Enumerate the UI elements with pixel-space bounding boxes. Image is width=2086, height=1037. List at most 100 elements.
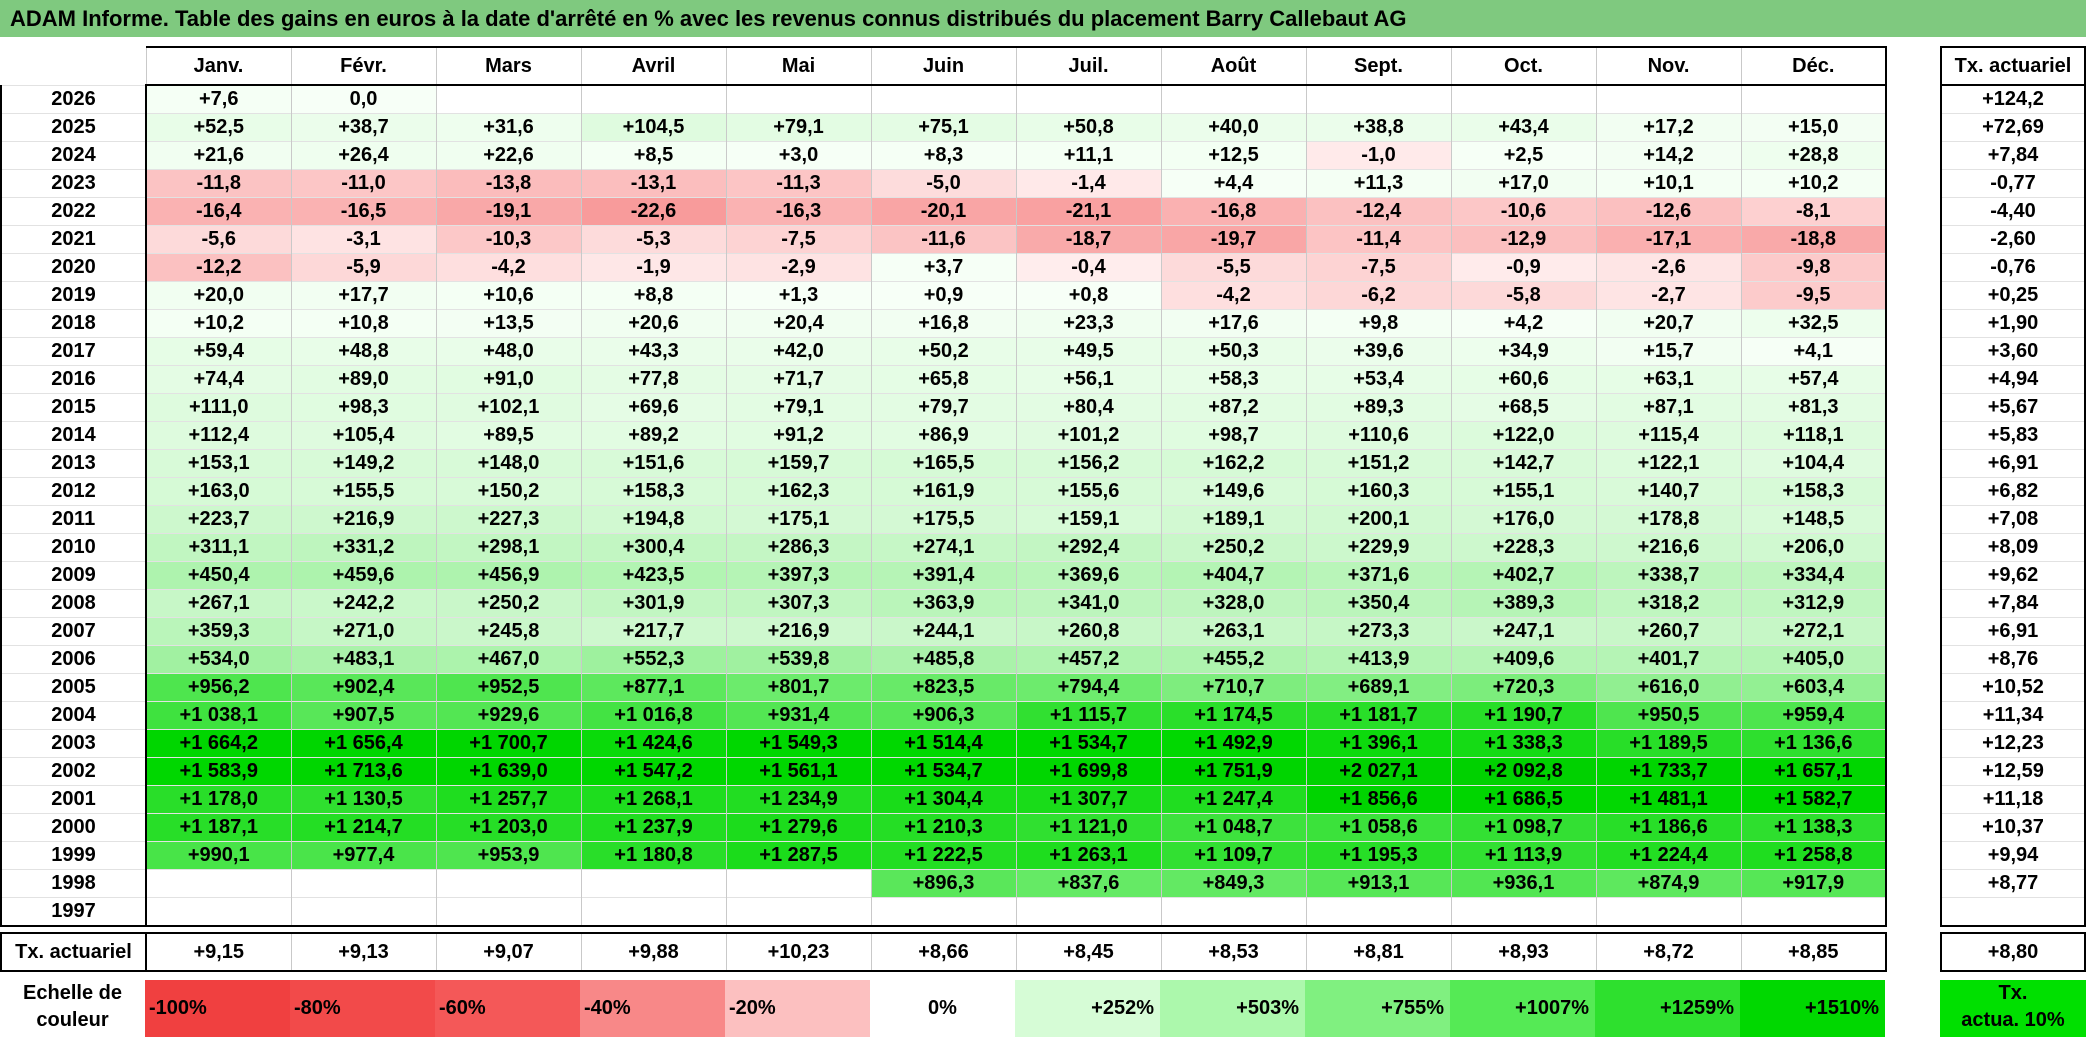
gain-cell: +1 751,9 bbox=[1160, 757, 1306, 786]
year-label: 2017 bbox=[0, 337, 147, 366]
gain-cell: -17,1 bbox=[1595, 225, 1741, 254]
gain-cell: +250,2 bbox=[435, 589, 581, 618]
gain-cell: +79,1 bbox=[725, 113, 871, 142]
gain-cell: +112,4 bbox=[145, 421, 291, 450]
gain-cell: +1 174,5 bbox=[1160, 701, 1306, 730]
gain-cell: +1 856,6 bbox=[1305, 785, 1451, 814]
table-row: 2023 -11,8 -11,0 -13,8 -13,1 -11,3 -5,0 -1,4 +4,… bbox=[0, 169, 1887, 198]
gain-cell: +69,6 bbox=[580, 393, 726, 422]
gain-cell: +110,6 bbox=[1305, 421, 1451, 450]
gain-cell: +38,7 bbox=[290, 113, 436, 142]
gain-cell bbox=[145, 869, 291, 898]
gain-cell: +52,5 bbox=[145, 113, 291, 142]
gain-cell: +1 263,1 bbox=[1015, 841, 1161, 870]
year-label: 1997 bbox=[0, 897, 147, 927]
gain-cell: +17,7 bbox=[290, 281, 436, 310]
gain-cell: +311,1 bbox=[145, 533, 291, 562]
gain-cell: +245,8 bbox=[435, 617, 581, 646]
gain-cell: +77,8 bbox=[580, 365, 726, 394]
gain-cell: +1 338,3 bbox=[1450, 729, 1596, 758]
gain-cell: -10,6 bbox=[1450, 197, 1596, 226]
gain-cell: +929,6 bbox=[435, 701, 581, 730]
gain-cell: +91,2 bbox=[725, 421, 871, 450]
gain-cell: +50,8 bbox=[1015, 113, 1161, 142]
footer-cell: +8,85 bbox=[1740, 932, 1887, 972]
gain-cell: +28,8 bbox=[1740, 141, 1887, 170]
gain-cell: +823,5 bbox=[870, 673, 1016, 702]
gain-cell: +1 268,1 bbox=[580, 785, 726, 814]
gain-cell: +81,3 bbox=[1740, 393, 1887, 422]
actuarial-cell: +0,25 bbox=[1940, 281, 2086, 310]
gain-cell: +11,1 bbox=[1015, 141, 1161, 170]
year-label: 2005 bbox=[0, 673, 147, 702]
table-row: 2026 +7,6 0,0 bbox=[0, 84, 1887, 114]
gain-cell bbox=[1740, 897, 1887, 927]
color-swatch: +1007% bbox=[1450, 980, 1595, 1037]
actuarial-row bbox=[1940, 897, 2086, 927]
actuarial-row: +9,62 bbox=[1940, 561, 2086, 590]
gain-cell: +57,4 bbox=[1740, 365, 1887, 394]
month-header: Janv. bbox=[145, 46, 291, 86]
footer-cell: +8,81 bbox=[1305, 932, 1451, 972]
gain-cell: -7,5 bbox=[1305, 253, 1451, 282]
gain-cell: +163,0 bbox=[145, 477, 291, 506]
month-header: Avril bbox=[580, 46, 726, 86]
table-row: 2006 +534,0 +483,1 +467,0 +552,3 +539,8 +485,8… bbox=[0, 645, 1887, 674]
year-label: 2008 bbox=[0, 589, 147, 618]
gain-cell: +1 109,7 bbox=[1160, 841, 1306, 870]
year-label: 2002 bbox=[0, 757, 147, 786]
gain-cell: +459,6 bbox=[290, 561, 436, 590]
color-swatch: -60% bbox=[435, 980, 580, 1037]
table-row: 2004 +1 038,1 +907,5 +929,6 +1 016,8 +931,4 +9… bbox=[0, 701, 1887, 730]
gain-cell bbox=[1015, 84, 1161, 114]
gain-cell: +977,4 bbox=[290, 841, 436, 870]
gain-cell: +292,4 bbox=[1015, 533, 1161, 562]
gain-cell: +350,4 bbox=[1305, 589, 1451, 618]
gain-cell: +312,9 bbox=[1740, 589, 1887, 618]
color-swatch: +252% bbox=[1015, 980, 1160, 1037]
gain-cell: +162,3 bbox=[725, 477, 871, 506]
gain-cell: +1 058,6 bbox=[1305, 813, 1451, 842]
gain-cell: +48,0 bbox=[435, 337, 581, 366]
gain-cell: +1 582,7 bbox=[1740, 785, 1887, 814]
gain-cell bbox=[1015, 897, 1161, 927]
year-label: 2020 bbox=[0, 253, 147, 282]
year-label: 2025 bbox=[0, 113, 147, 142]
gain-cell: -13,8 bbox=[435, 169, 581, 198]
gain-cell: +1 713,6 bbox=[290, 757, 436, 786]
gain-cell: +1 203,0 bbox=[435, 813, 581, 842]
color-swatch: 0% bbox=[870, 980, 1015, 1037]
actuarial-row: -4,40 bbox=[1940, 197, 2086, 226]
month-header: Nov. bbox=[1595, 46, 1741, 86]
gain-cell: +149,6 bbox=[1160, 477, 1306, 506]
gain-cell bbox=[870, 84, 1016, 114]
gain-cell: +105,4 bbox=[290, 421, 436, 450]
gain-cell: +1 237,9 bbox=[580, 813, 726, 842]
gain-cell: -1,0 bbox=[1305, 141, 1451, 170]
actuarial-cell: +8,76 bbox=[1940, 645, 2086, 674]
table-row: 2005 +956,2 +902,4 +952,5 +877,1 +801,7 +823,5… bbox=[0, 673, 1887, 702]
gain-cell: +896,3 bbox=[870, 869, 1016, 898]
gain-cell: -2,9 bbox=[725, 253, 871, 282]
table-row: 2001 +1 178,0 +1 130,5 +1 257,7 +1 268,1 +1 2… bbox=[0, 785, 1887, 814]
gain-cell: +1 113,9 bbox=[1450, 841, 1596, 870]
gain-cell: +874,9 bbox=[1595, 869, 1741, 898]
actuarial-cell: +8,09 bbox=[1940, 533, 2086, 562]
actuarial-row: +0,25 bbox=[1940, 281, 2086, 310]
actuarial-cell: -4,40 bbox=[1940, 197, 2086, 226]
gain-cell: +1 656,4 bbox=[290, 729, 436, 758]
gain-cell: +153,1 bbox=[145, 449, 291, 478]
gain-cell: +1 234,9 bbox=[725, 785, 871, 814]
year-label: 2023 bbox=[0, 169, 147, 198]
actuarial-row: -2,60 bbox=[1940, 225, 2086, 254]
actuarial-row: +124,2 bbox=[1940, 84, 2086, 114]
gain-cell: +401,7 bbox=[1595, 645, 1741, 674]
gain-cell: -2,7 bbox=[1595, 281, 1741, 310]
gain-cell: +913,1 bbox=[1305, 869, 1451, 898]
gain-cell: +1 210,3 bbox=[870, 813, 1016, 842]
gain-cell: +423,5 bbox=[580, 561, 726, 590]
gain-cell: +1 138,3 bbox=[1740, 813, 1887, 842]
year-label: 2016 bbox=[0, 365, 147, 394]
gain-cell: +1 396,1 bbox=[1305, 729, 1451, 758]
gain-cell: +338,7 bbox=[1595, 561, 1741, 590]
